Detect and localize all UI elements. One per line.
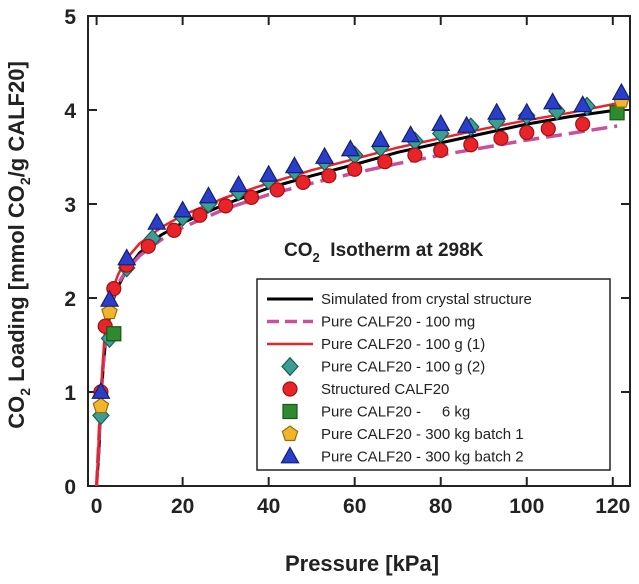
data-point-series-7 xyxy=(284,156,305,174)
data-point-series-7 xyxy=(228,174,249,193)
legend-swatch-5 xyxy=(282,403,298,420)
isotherm-annotation: CO2 Isotherm at 298K xyxy=(284,240,484,265)
legend-label-0: Simulated from crystal structure xyxy=(321,291,532,308)
legend-swatch-7 xyxy=(280,446,300,464)
data-point-series-4 xyxy=(140,238,156,254)
data-point-series-4 xyxy=(269,182,285,198)
legend-label-7: Pure CALF20 - 300 kg batch 2 xyxy=(321,449,524,466)
data-point-series-4 xyxy=(463,137,479,153)
x-axis-title: Pressure [kPa] xyxy=(285,551,439,576)
legend-label-6: Pure CALF20 - 300 kg batch 1 xyxy=(321,426,524,443)
data-point-series-4 xyxy=(347,161,363,177)
data-point-series-5 xyxy=(609,105,625,121)
data-point-series-7 xyxy=(99,289,120,307)
data-point-series-7 xyxy=(315,146,335,164)
data-point-series-7 xyxy=(573,95,593,113)
data-point-series-5 xyxy=(106,326,122,342)
data-point-series-7 xyxy=(198,186,219,204)
y-axis-title-prefix: CO xyxy=(4,396,29,429)
series-markers xyxy=(91,82,631,426)
annotation-prefix: CO xyxy=(284,240,313,261)
y-tick-label: 3 xyxy=(64,194,76,217)
data-point-series-7 xyxy=(431,113,451,131)
data-point-series-4 xyxy=(519,124,535,141)
y-axis-title: CO2 Loading [mmol CO2/g CALF20] xyxy=(4,61,33,429)
data-point-series-4 xyxy=(377,154,393,170)
legend-label-5: Pure CALF20 - 6 kg xyxy=(321,404,470,421)
data-point-series-4 xyxy=(493,130,509,146)
x-tick-label: 100 xyxy=(509,495,544,518)
data-point-series-6 xyxy=(101,303,118,320)
legend-swatch-4 xyxy=(282,381,298,397)
x-tick-label: 120 xyxy=(595,495,630,518)
data-point-series-4 xyxy=(321,168,337,184)
y-tick-label: 1 xyxy=(64,382,76,405)
data-point-series-7 xyxy=(147,212,167,230)
data-point-series-6 xyxy=(92,397,110,414)
y-axis-title-sub1: 2 xyxy=(17,388,33,396)
y-tick-label: 2 xyxy=(64,288,76,311)
data-point-series-7 xyxy=(611,82,631,100)
data-point-series-7 xyxy=(117,248,137,266)
x-tick-label: 60 xyxy=(343,495,366,518)
data-point-series-7 xyxy=(487,102,507,120)
annotation-suffix: Isotherm at 298K xyxy=(320,240,484,261)
legend-box xyxy=(256,278,611,471)
data-point-series-7 xyxy=(340,139,360,157)
legend-label-3: Pure CALF20 - 100 g (2) xyxy=(321,359,485,376)
x-axis-ticks: 0 20 40 60 80 100 120 xyxy=(91,16,630,518)
data-point-series-4 xyxy=(433,142,449,159)
x-tick-label: 80 xyxy=(429,495,452,518)
legend-label-4: Structured CALF20 xyxy=(321,381,449,398)
plot-area-border xyxy=(87,15,631,487)
data-point-series-7 xyxy=(542,92,563,110)
legend-label-2: Pure CALF20 - 100 g (1) xyxy=(321,336,485,353)
data-point-series-7 xyxy=(401,125,421,143)
series-line-1 xyxy=(94,124,618,487)
data-point-series-4 xyxy=(166,222,182,238)
data-point-series-4 xyxy=(192,207,208,223)
y-tick-label: 4 xyxy=(64,100,76,123)
data-point-series-7 xyxy=(517,102,537,120)
data-point-series-4 xyxy=(218,198,234,214)
y-axis-title-mid: Loading [mmol CO xyxy=(4,185,29,388)
data-point-series-4 xyxy=(540,121,556,137)
data-point-series-7 xyxy=(173,200,193,218)
x-tick-label: 20 xyxy=(171,495,194,518)
y-tick-label: 0 xyxy=(64,476,76,499)
y-axis-title-suffix: /g CALF20] xyxy=(4,61,29,177)
y-axis-title-sub2: 2 xyxy=(17,177,33,185)
data-point-series-7 xyxy=(259,164,279,182)
data-point-series-7 xyxy=(456,115,477,133)
data-point-series-7 xyxy=(91,381,111,399)
y-tick-label: 5 xyxy=(64,6,76,29)
data-point-series-4 xyxy=(407,147,423,163)
legend-swatch-3 xyxy=(281,356,299,377)
data-point-series-4 xyxy=(295,174,311,190)
data-point-series-4 xyxy=(243,189,260,206)
data-point-series-4 xyxy=(575,116,591,132)
x-tick-label: 40 xyxy=(257,495,280,518)
data-point-series-7 xyxy=(370,129,391,147)
legend-swatch-6 xyxy=(281,425,299,442)
x-tick-label: 0 xyxy=(91,495,103,518)
legend-label-1: Pure CALF20 - 100 mg xyxy=(321,314,475,331)
annotation-sub: 2 xyxy=(313,250,320,265)
plot-frame xyxy=(87,15,631,487)
legend: Simulated from crystal structure Pure CAL… xyxy=(256,278,611,471)
